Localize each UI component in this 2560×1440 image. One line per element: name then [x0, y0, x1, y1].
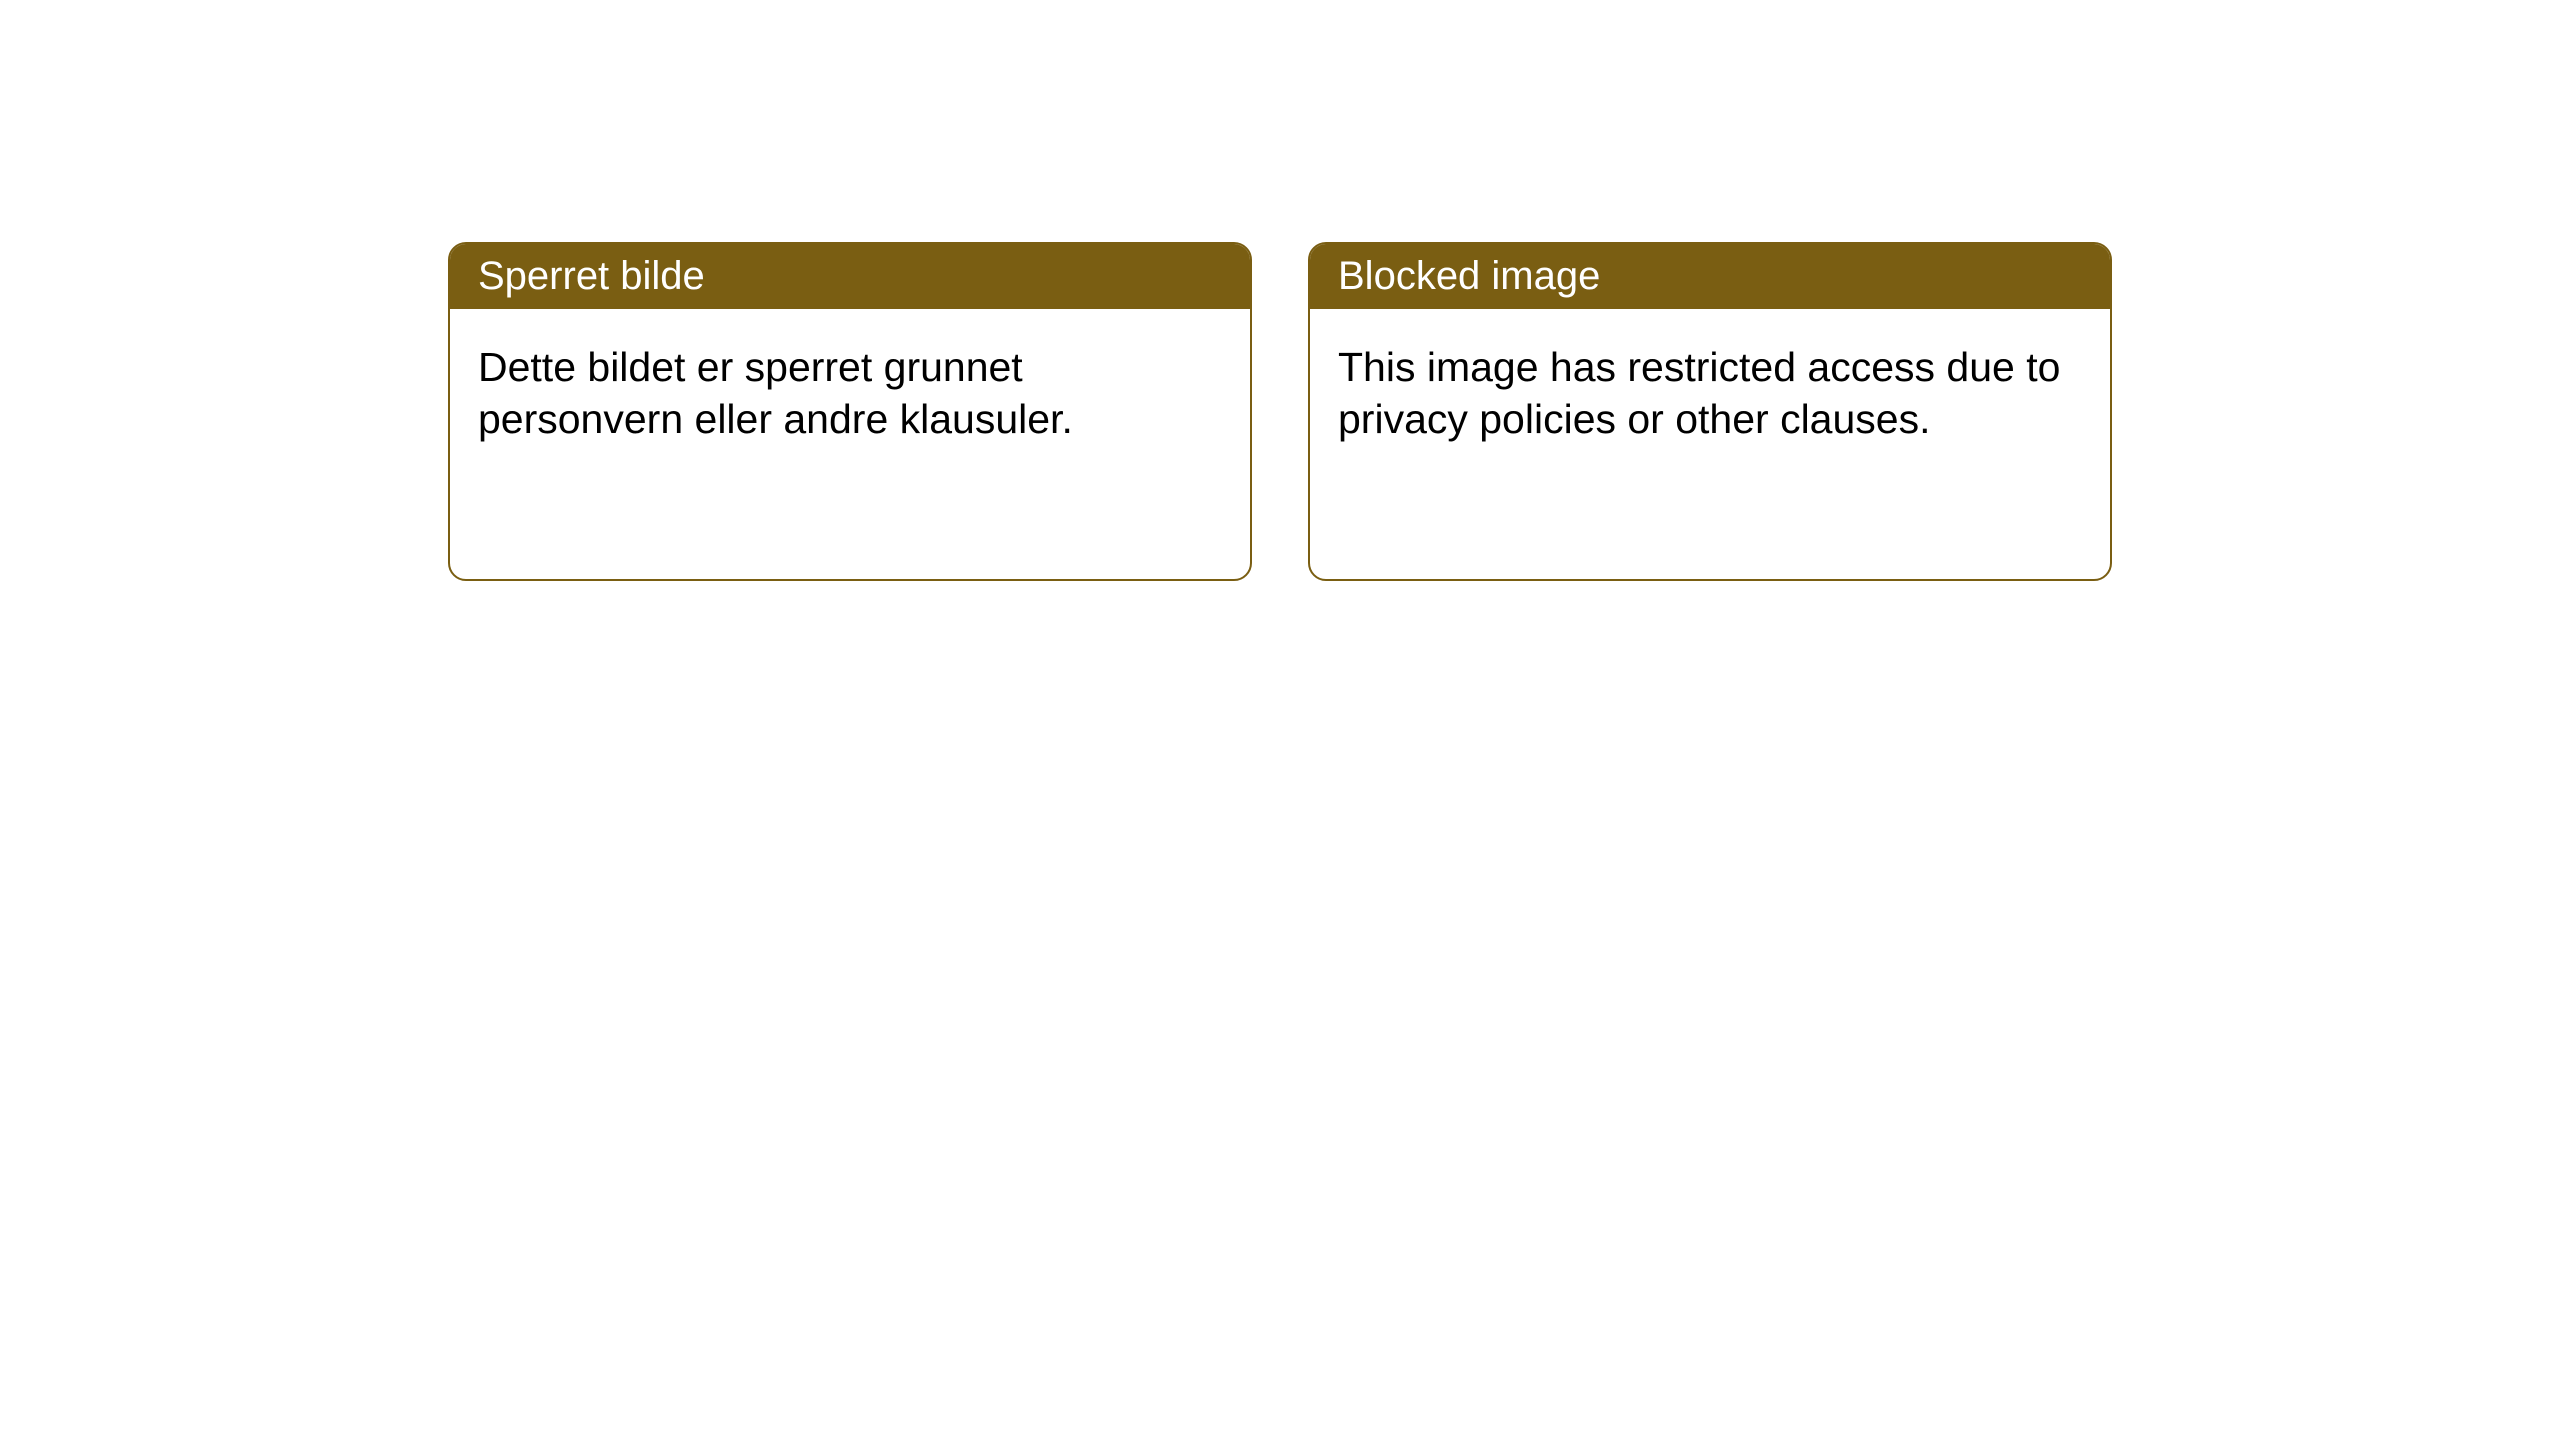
notice-body-english: This image has restricted access due to …: [1310, 309, 2110, 478]
notice-header-norwegian: Sperret bilde: [450, 244, 1250, 309]
notice-title-english: Blocked image: [1338, 254, 1600, 298]
notice-card-english: Blocked image This image has restricted …: [1308, 242, 2112, 581]
notice-body-norwegian: Dette bildet er sperret grunnet personve…: [450, 309, 1250, 478]
notice-container: Sperret bilde Dette bildet er sperret gr…: [0, 0, 2560, 581]
notice-text-norwegian: Dette bildet er sperret grunnet personve…: [478, 344, 1073, 442]
notice-card-norwegian: Sperret bilde Dette bildet er sperret gr…: [448, 242, 1252, 581]
notice-title-norwegian: Sperret bilde: [478, 254, 705, 298]
notice-header-english: Blocked image: [1310, 244, 2110, 309]
notice-text-english: This image has restricted access due to …: [1338, 344, 2060, 442]
